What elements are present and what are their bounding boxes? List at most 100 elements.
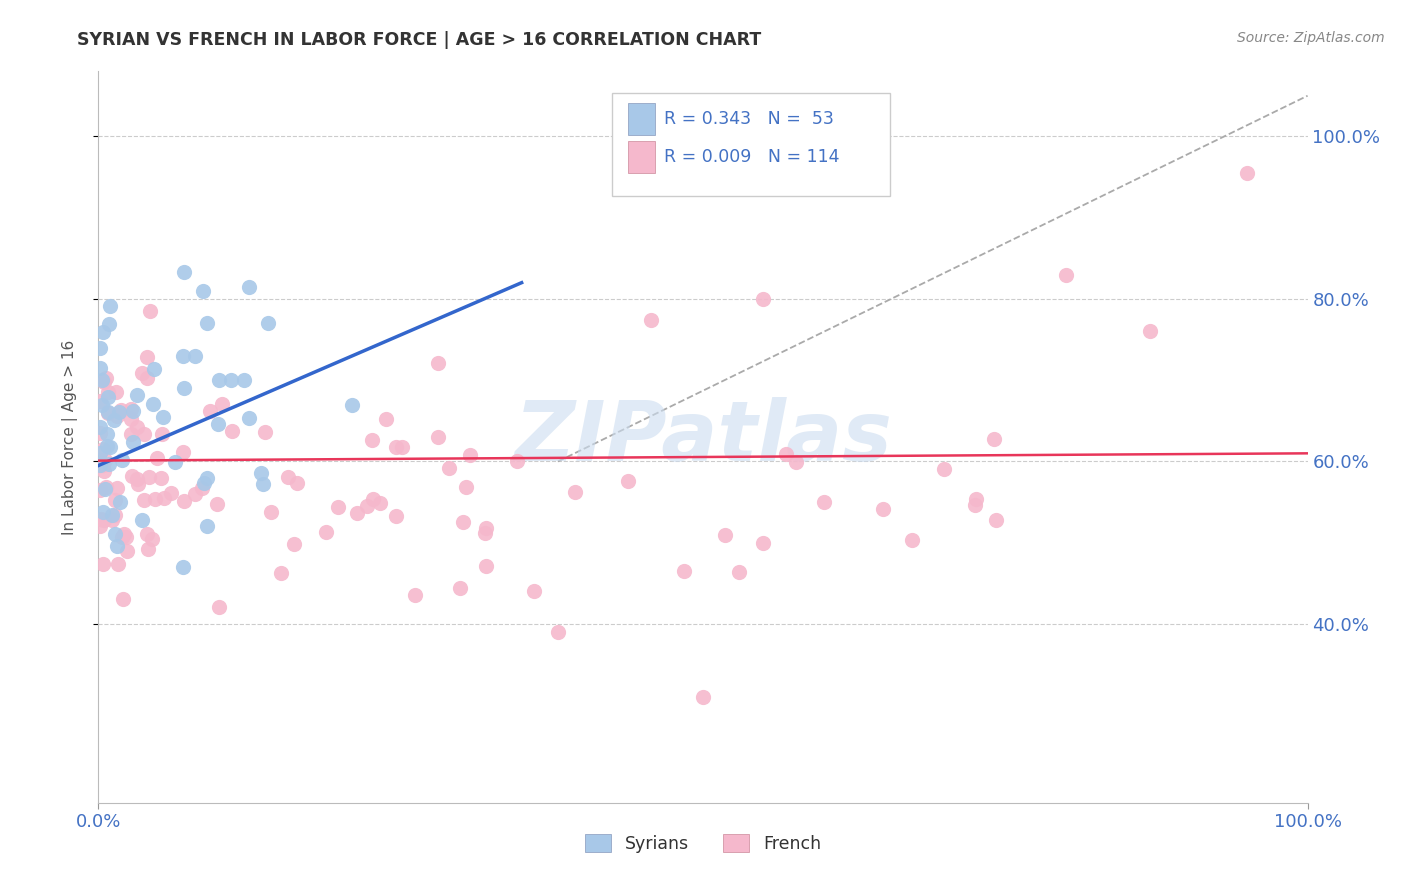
Point <box>205 497 228 511</box>
Point <box>97 406 120 420</box>
Point <box>134 426 156 441</box>
Point <box>98 317 121 331</box>
Point <box>131 513 153 527</box>
Point <box>138 470 160 484</box>
Point <box>173 382 195 396</box>
Point <box>404 588 426 602</box>
Point <box>172 349 194 363</box>
Point <box>153 491 176 505</box>
Point <box>259 505 281 519</box>
Point <box>238 280 260 294</box>
Point <box>932 462 955 476</box>
Point <box>90 374 112 388</box>
Point <box>1139 325 1161 339</box>
Point <box>122 435 145 450</box>
Point <box>91 398 114 412</box>
Point <box>89 519 111 533</box>
Point <box>564 484 586 499</box>
Point <box>356 499 378 513</box>
Point <box>122 403 145 417</box>
Point <box>100 508 122 523</box>
Point <box>94 482 117 496</box>
Text: R = 0.009   N = 114: R = 0.009 N = 114 <box>664 148 839 166</box>
Point <box>451 516 474 530</box>
Point <box>93 375 115 389</box>
Point <box>89 420 111 434</box>
Point <box>193 475 215 490</box>
Point <box>172 560 194 574</box>
Point <box>125 472 148 486</box>
Point <box>93 325 115 339</box>
Point <box>143 491 166 506</box>
Point <box>115 530 138 544</box>
Point <box>714 527 737 541</box>
Point <box>475 521 498 535</box>
Point <box>523 584 546 599</box>
Point <box>253 425 276 440</box>
Point <box>97 404 120 418</box>
Point <box>89 458 111 472</box>
Point <box>232 373 254 387</box>
Point <box>110 402 132 417</box>
Point <box>1236 166 1258 180</box>
Point <box>983 432 1005 446</box>
Point <box>94 453 117 467</box>
Point <box>315 524 337 539</box>
Point <box>111 453 134 467</box>
Point <box>107 405 129 419</box>
Point <box>111 530 134 544</box>
Point <box>120 412 142 426</box>
Y-axis label: In Labor Force | Age > 16: In Labor Force | Age > 16 <box>62 340 77 534</box>
Point <box>374 411 396 425</box>
Point <box>221 424 243 438</box>
Point <box>474 526 496 541</box>
Point <box>93 464 115 478</box>
Point <box>91 458 114 473</box>
Point <box>385 509 408 524</box>
Point <box>107 557 129 571</box>
Point <box>132 493 155 508</box>
Point <box>135 371 157 385</box>
Point <box>211 397 233 411</box>
Point <box>752 535 775 549</box>
Point <box>437 461 460 475</box>
Point <box>100 513 122 527</box>
Point <box>160 486 183 500</box>
Point <box>91 442 114 456</box>
Point <box>152 410 174 425</box>
Point <box>285 475 308 490</box>
Point <box>727 565 749 579</box>
Bar <box>628 103 655 135</box>
Point <box>785 455 807 469</box>
Point <box>165 454 187 468</box>
Point <box>98 299 121 313</box>
Point <box>89 425 111 440</box>
Point <box>277 470 299 484</box>
Point <box>368 495 391 509</box>
Point <box>96 427 118 442</box>
Point <box>346 506 368 520</box>
Point <box>475 559 498 574</box>
Point <box>105 539 128 553</box>
Point <box>115 544 138 558</box>
Point <box>96 480 118 494</box>
Point <box>146 450 169 465</box>
Point <box>1054 268 1077 282</box>
Text: ZIPatlas: ZIPatlas <box>515 397 891 477</box>
Point <box>105 481 128 495</box>
Point <box>139 304 162 318</box>
Point <box>256 316 278 330</box>
Point <box>195 519 218 533</box>
Point <box>89 341 111 355</box>
Point <box>361 492 384 507</box>
Point <box>391 440 413 454</box>
Point <box>191 481 214 495</box>
Point <box>150 426 173 441</box>
Point <box>449 581 471 595</box>
Point <box>131 366 153 380</box>
Point <box>136 350 159 364</box>
Point <box>385 440 408 454</box>
Point <box>238 411 260 425</box>
Point <box>142 397 165 411</box>
Point <box>127 388 149 402</box>
